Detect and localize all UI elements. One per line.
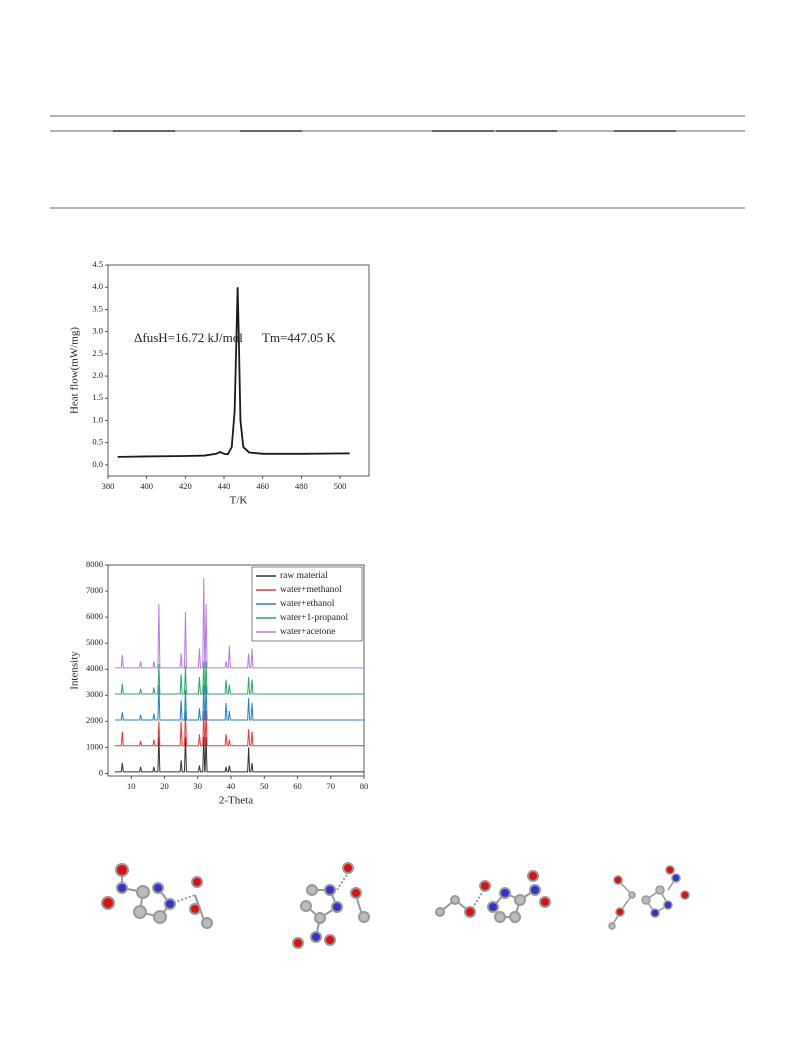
- legend-label: raw material: [280, 571, 328, 581]
- data-line: [114, 736, 364, 773]
- table-rules: [50, 115, 745, 209]
- data-line: [114, 684, 364, 721]
- x-tick-label: 20: [160, 781, 169, 791]
- annotation: Tm=447.05 K: [262, 330, 336, 345]
- x-tick-label: 400: [140, 481, 153, 491]
- y-tick-label: 8000: [86, 559, 103, 569]
- data-line: [114, 578, 364, 669]
- y-tick-label: 1.5: [92, 392, 103, 402]
- x-tick-label: 380: [102, 481, 115, 491]
- legend-label: water+ethanol: [280, 599, 335, 609]
- molecules: [101, 862, 690, 949]
- y-tick-label: 0.5: [92, 437, 103, 447]
- chart: 10 20 30 40 50 60 70 80 0 1000 2000 3000 4000 5000 600…: [69, 559, 369, 807]
- x-tick-label: 40: [227, 781, 236, 791]
- annotation: ΔfusH=16.72 kJ/mol: [134, 330, 243, 345]
- x-tick-label: 30: [194, 781, 203, 791]
- x-tick-label: 440: [218, 481, 231, 491]
- y-tick-label: 4.0: [92, 281, 103, 291]
- y-tick-label: 0: [99, 767, 103, 777]
- molecule-1: [101, 863, 213, 929]
- plot-frame: [107, 264, 370, 477]
- y-tick-label: 2000: [86, 715, 103, 725]
- y-tick-label: 3.5: [92, 303, 103, 313]
- molecule-4: [608, 865, 690, 930]
- x-tick-label: 50: [260, 781, 269, 791]
- x-tick-label: 60: [293, 781, 302, 791]
- x-axis-label: T/K: [230, 495, 248, 507]
- y-tick-label: 7000: [86, 585, 103, 595]
- y-tick-label: 2.5: [92, 348, 103, 358]
- legend-label: water+methanol: [280, 585, 342, 595]
- y-tick-label: 4000: [86, 663, 103, 673]
- y-tick-label: 2.0: [92, 370, 103, 380]
- data-line: [114, 710, 364, 747]
- x-tick-label: 480: [295, 481, 308, 491]
- x-axis-label: 2-Theta: [219, 795, 253, 807]
- x-tick-label: 70: [327, 781, 336, 791]
- y-tick-label: 0.0: [92, 459, 103, 469]
- molecule-3: [435, 870, 551, 923]
- y-tick-label: 5000: [86, 637, 103, 647]
- data-line: [117, 287, 350, 458]
- legend-label: water+1-propanol: [280, 613, 348, 623]
- plot-frame: [107, 564, 365, 777]
- y-tick-label: 3000: [86, 689, 103, 699]
- x-tick-label: 500: [334, 481, 347, 491]
- y-tick-label: 3.0: [92, 326, 103, 336]
- x-tick-label: 420: [179, 481, 192, 491]
- y-tick-label: 1.0: [92, 414, 103, 424]
- data-line: [114, 661, 364, 695]
- y-axis-label: Intensity: [69, 651, 81, 690]
- x-tick-label: 460: [256, 481, 269, 491]
- y-tick-label: 6000: [86, 611, 103, 621]
- chart: 380 400 420 440 460 480 500 0.0 0.5 1.0 1.5 2.0 2.5 3…: [69, 259, 370, 507]
- x-tick-label: 80: [360, 781, 369, 791]
- molecule-2: [292, 862, 370, 949]
- y-axis-label: Heat flow(mW/mg): [69, 327, 81, 414]
- x-tick-label: 10: [127, 781, 136, 791]
- y-tick-label: 4.5: [92, 259, 103, 269]
- legend-label: water+acetone: [280, 627, 335, 637]
- y-tick-label: 1000: [86, 741, 103, 751]
